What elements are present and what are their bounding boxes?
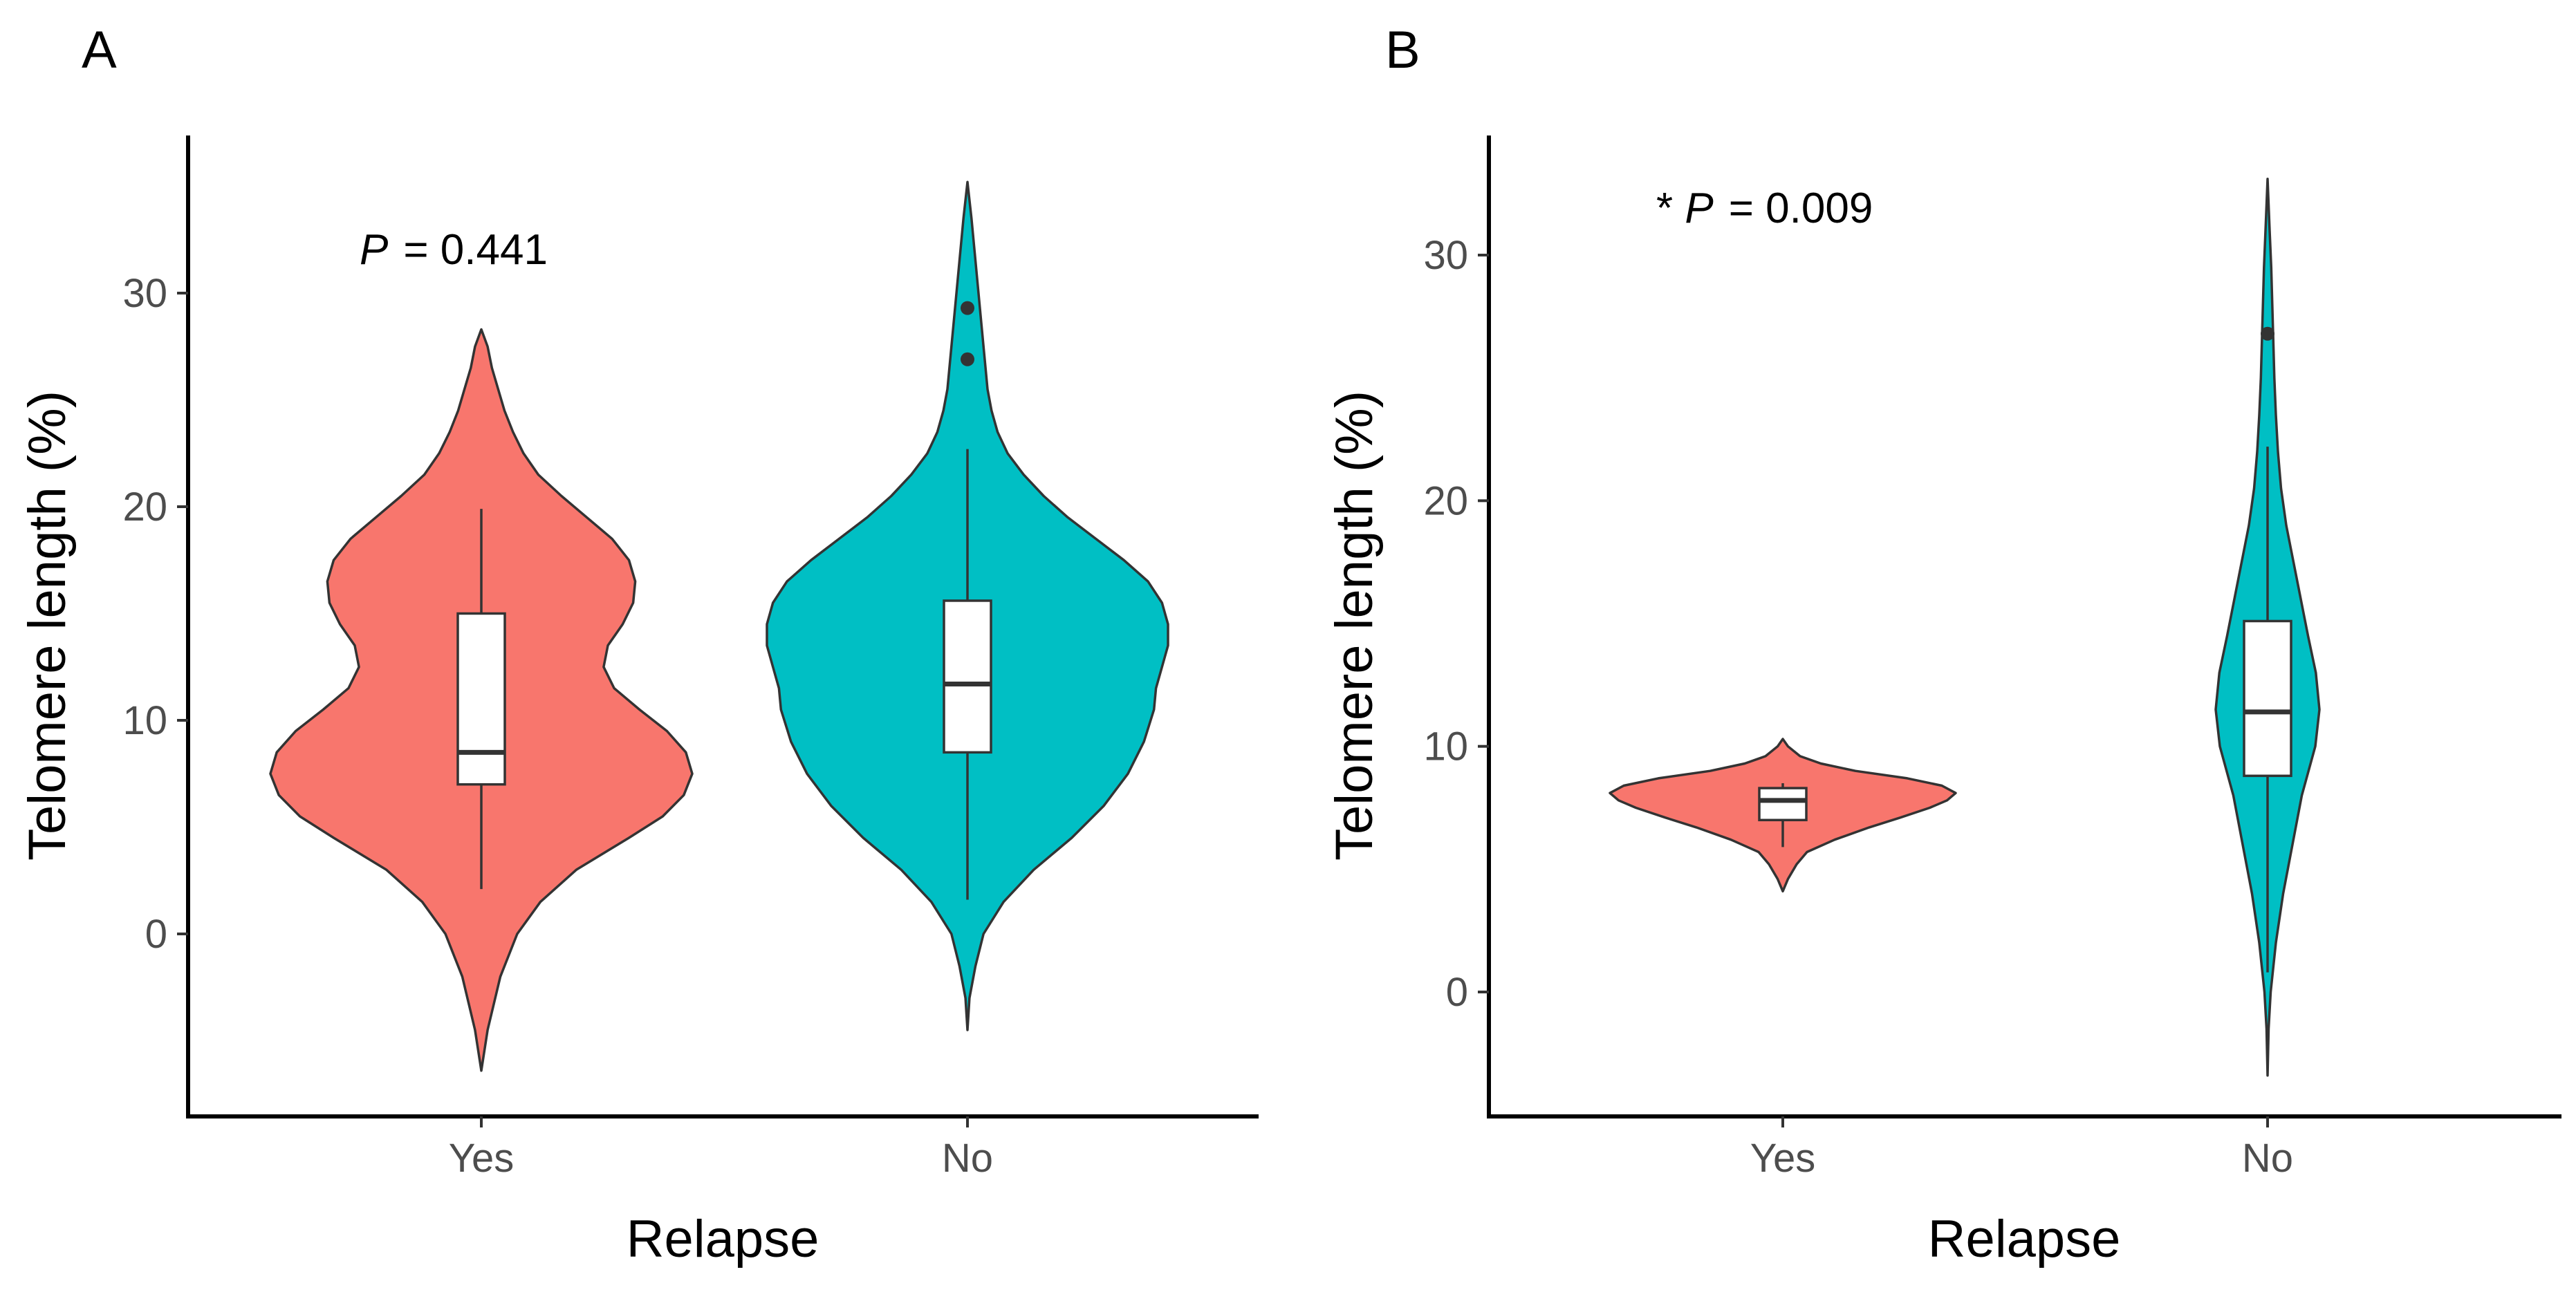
panel-a-p-annotation: P = 0.441 [360, 226, 548, 274]
panel-a-y-tick-label: 20 [122, 485, 167, 530]
panel-b-y-tick-label: 10 [1423, 724, 1468, 769]
panel-b-y-tick-label: 0 [1446, 970, 1468, 1015]
panel-b-box-yes [1758, 787, 1808, 822]
panel-a-x-tick-label: Yes [449, 1136, 515, 1181]
panel-b-plot-area [1609, 178, 2321, 1077]
panel-b-y-tick-label: 30 [1423, 233, 1468, 278]
panel-a-label: A [82, 21, 117, 79]
panel-a-y-tick-label: 10 [122, 698, 167, 743]
panel-b-outlier-no [2261, 326, 2274, 341]
panel-a-x-ticks: Yes No [449, 1116, 993, 1181]
panel-a-outlier-no [961, 352, 974, 366]
panel-b-y-tick-label: 20 [1423, 478, 1468, 523]
panel-b-p-symbol: P [1685, 185, 1713, 232]
panel-b-y-axis-title: Telomere length (%) [1325, 391, 1384, 861]
panel-b-p-prefix: * [1656, 185, 1685, 232]
panel-b-p-value: = 0.009 [1729, 185, 1873, 232]
panel-a-outlier-no [961, 301, 974, 315]
panel-a-p-symbol: P [360, 226, 388, 274]
panel-a-x-tick-label: No [942, 1136, 993, 1181]
panel-a-x-axis-title: Relapse [627, 1210, 819, 1268]
panel-a-y-tick-label: 0 [145, 912, 167, 957]
panel-a: A 0 10 20 30 Yes No P = 0.441 Relapse Telomer… [18, 21, 1259, 1268]
panel-b-y-ticks: 0 10 20 30 [1423, 233, 1489, 1015]
panel-a-p-value: = 0.441 [403, 226, 548, 274]
panel-b: B 0 10 20 30 Yes No * P = 0.009 Relapse Telom… [1325, 21, 2561, 1268]
panel-a-y-tick-label: 30 [122, 271, 167, 316]
panel-b-box-no [2243, 619, 2292, 778]
panel-b-x-tick-label: Yes [1750, 1136, 1816, 1181]
panel-b-x-axis-title: Relapse [1928, 1210, 2121, 1268]
panel-b-label: B [1385, 21, 1420, 79]
panel-a-box-no [943, 599, 992, 754]
panel-b-x-ticks: Yes No [1750, 1116, 2293, 1181]
panel-a-plot-area [269, 180, 1169, 1072]
panel-a-y-axis-title: Telomere length (%) [18, 391, 77, 861]
panel-b-x-tick-label: No [2242, 1136, 2293, 1181]
panel-b-p-annotation: * P = 0.009 [1656, 185, 1873, 232]
panel-a-y-ticks: 0 10 20 30 [122, 271, 188, 957]
panel-a-box-yes [456, 612, 506, 786]
